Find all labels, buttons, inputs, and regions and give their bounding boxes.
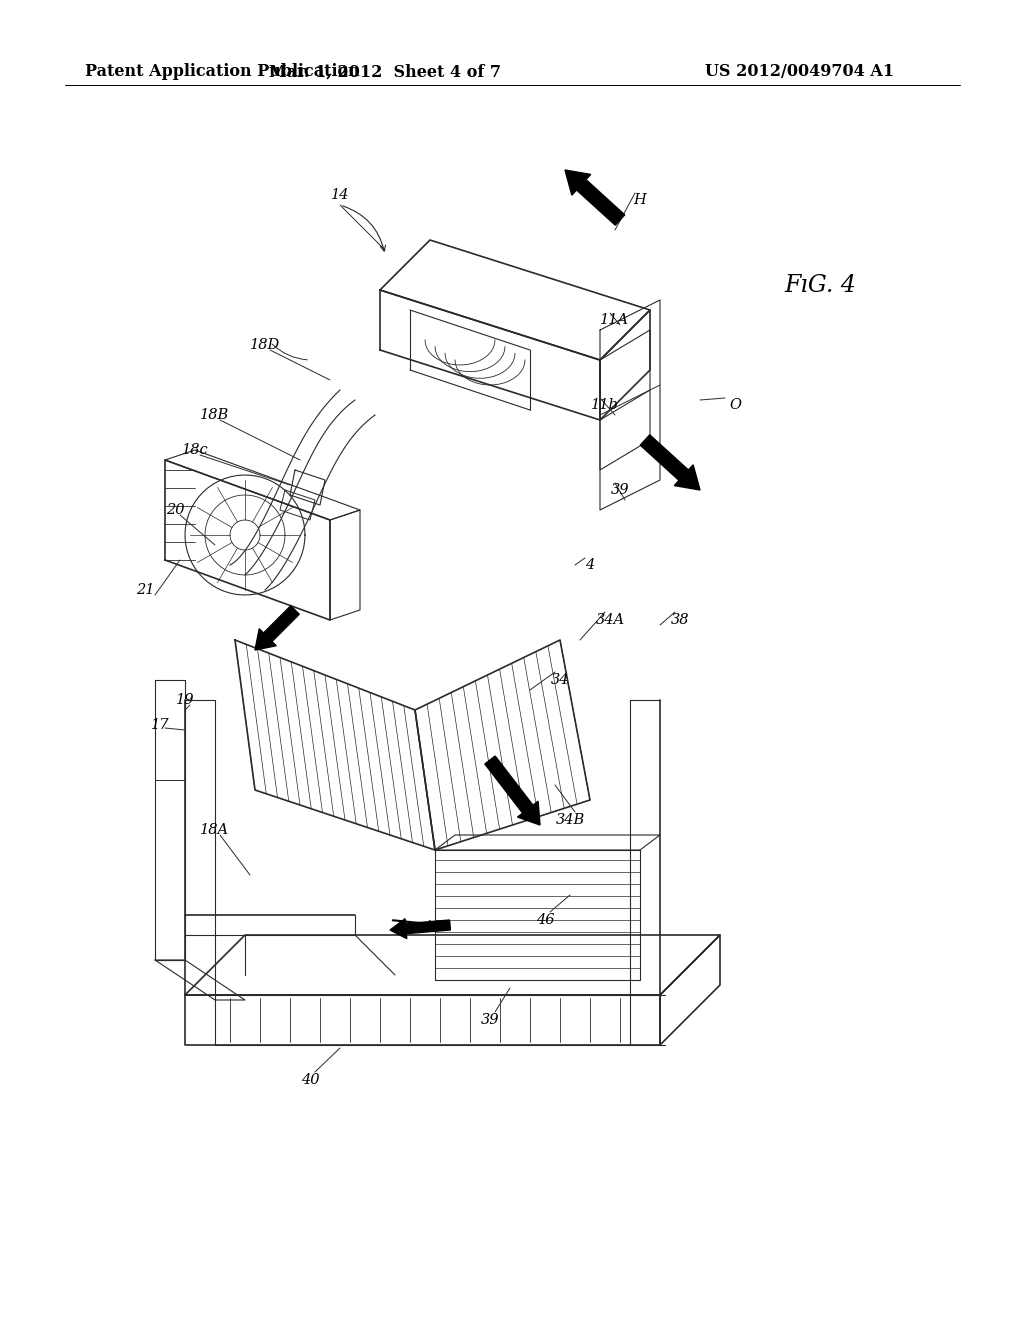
Text: 4: 4 xyxy=(586,558,595,572)
Text: 38: 38 xyxy=(671,612,689,627)
Text: FıG. 4: FıG. 4 xyxy=(784,273,856,297)
Text: 19: 19 xyxy=(176,693,195,708)
Text: 18c: 18c xyxy=(181,444,208,457)
Text: 17: 17 xyxy=(151,718,169,733)
Text: 18D: 18D xyxy=(250,338,281,352)
Text: 18A: 18A xyxy=(201,822,229,837)
Text: US 2012/0049704 A1: US 2012/0049704 A1 xyxy=(706,63,895,81)
FancyArrow shape xyxy=(565,170,625,226)
Text: 20: 20 xyxy=(166,503,184,517)
FancyArrow shape xyxy=(640,434,700,490)
Text: Patent Application Publication: Patent Application Publication xyxy=(85,63,359,81)
Text: O: O xyxy=(729,399,741,412)
FancyArrow shape xyxy=(390,919,451,939)
Text: 11A: 11A xyxy=(600,313,630,327)
Text: 14: 14 xyxy=(331,187,349,202)
Text: 40: 40 xyxy=(301,1073,319,1086)
Text: 39: 39 xyxy=(610,483,630,498)
FancyArrow shape xyxy=(484,756,540,825)
Text: 11b: 11b xyxy=(591,399,618,412)
Text: 21: 21 xyxy=(136,583,155,597)
Text: 39: 39 xyxy=(480,1012,500,1027)
Text: 46: 46 xyxy=(536,913,554,927)
Text: 18B: 18B xyxy=(201,408,229,422)
Text: 34: 34 xyxy=(551,673,569,686)
Text: Mar. 1, 2012  Sheet 4 of 7: Mar. 1, 2012 Sheet 4 of 7 xyxy=(269,63,501,81)
Text: H: H xyxy=(634,193,646,207)
FancyArrow shape xyxy=(255,606,299,649)
Text: 34B: 34B xyxy=(555,813,585,828)
Text: 34A: 34A xyxy=(595,612,625,627)
